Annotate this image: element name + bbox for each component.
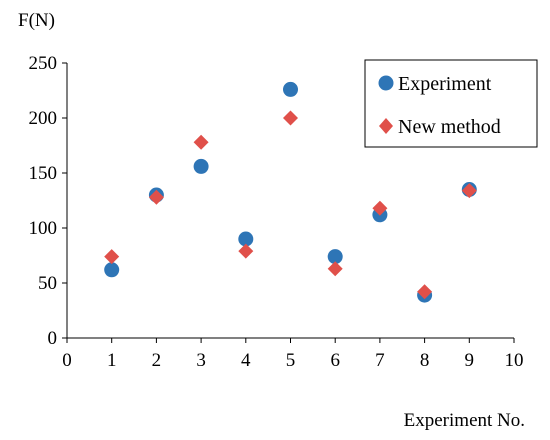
x-tick-label: 9: [465, 350, 475, 371]
new-method-point: [461, 183, 477, 199]
new-method-point: [238, 243, 254, 259]
legend-label-new-method: New method: [398, 116, 501, 138]
y-tick-label: 150: [29, 163, 58, 184]
experiment-point: [193, 158, 209, 174]
y-tick-label: 200: [29, 108, 58, 129]
x-tick-label: 4: [241, 350, 251, 371]
legend: Experiment New method: [364, 59, 538, 148]
x-tick-label: 3: [196, 350, 206, 371]
x-tick-label: 2: [152, 350, 162, 371]
new-method-point: [372, 200, 388, 216]
experiment-point: [283, 81, 298, 97]
new-method-point: [104, 249, 120, 265]
axes: [62, 62, 515, 343]
x-tick-label: 1: [107, 350, 117, 371]
legend-marker-experiment: [378, 75, 394, 91]
x-axis-label: Experiment No.: [404, 410, 525, 431]
tick-labels: 0 50 100 150 200 250 0 1 2 3 4 5 6 7 8 9 10: [29, 53, 524, 371]
x-tick-label: 8: [420, 350, 430, 371]
x-tick-label: 10: [505, 350, 524, 371]
new-method-point: [148, 189, 164, 205]
y-tick-label: 100: [29, 218, 58, 239]
y-tick-label: 50: [38, 273, 57, 294]
experiment-point: [327, 249, 343, 265]
x-tick-label: 6: [330, 350, 340, 371]
legend-marker-new-method: [379, 118, 393, 134]
y-tick-label: 250: [29, 53, 58, 74]
experiment-point: [238, 231, 254, 247]
new-method-point: [327, 261, 343, 277]
y-tick-label: 0: [48, 328, 58, 349]
x-tick-label: 5: [286, 350, 296, 371]
experiment-point: [104, 262, 120, 278]
new-method-point: [417, 284, 433, 300]
new-method-point: [283, 110, 298, 126]
legend-box: [364, 59, 538, 148]
legend-label-experiment: Experiment: [398, 73, 492, 95]
data-points: [104, 81, 477, 303]
x-tick-label: 0: [62, 350, 72, 371]
y-axis-label: F(N): [18, 10, 55, 31]
x-tick-label: 7: [375, 350, 385, 371]
series-1: [104, 110, 477, 300]
new-method-point: [193, 134, 209, 150]
